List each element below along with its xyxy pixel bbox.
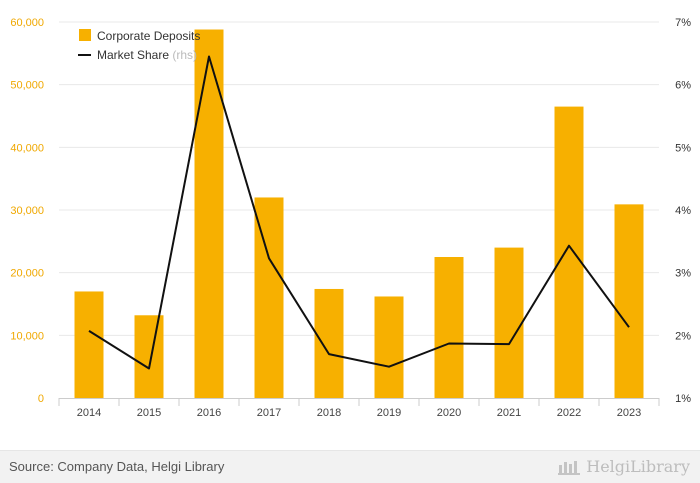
x-axis-tick-label: 2014 <box>77 407 101 419</box>
bar <box>74 291 104 398</box>
left-axis-tick-label: 60,000 <box>10 17 44 29</box>
brand-logo: HelgiLibrary <box>558 457 690 476</box>
legend-rhs-suffix: (rhs) <box>172 48 197 62</box>
library-icon <box>558 460 581 475</box>
x-axis-tick-label: 2016 <box>197 407 221 419</box>
left-axis-tick-label: 0 <box>38 393 44 405</box>
right-axis-tick-label: 3% <box>675 268 691 280</box>
footer: Source: Company Data, Helgi Library Helg… <box>0 450 700 483</box>
chart-svg: 0 10,000 20,000 30,000 40,000 50,000 60,000 1% 2… <box>10 17 691 419</box>
bar <box>374 296 404 398</box>
left-axis-tick-label: 40,000 <box>10 142 44 154</box>
right-axis-tick-label: 5% <box>675 142 691 154</box>
left-axis-tick-label: 50,000 <box>10 80 44 92</box>
bar <box>614 204 644 398</box>
x-axis-tick-label: 2019 <box>377 407 401 419</box>
x-axis-tick-label: 2023 <box>617 407 641 419</box>
market-share-line <box>88 55 630 370</box>
source-note: Source: Company Data, Helgi Library <box>9 459 225 474</box>
bar <box>134 315 164 398</box>
right-axis-tick-label: 7% <box>675 17 691 29</box>
legend-label-market-share: Market Share (rhs) <box>97 48 197 62</box>
bar <box>194 29 224 399</box>
left-axis-tick-label: 30,000 <box>10 205 44 217</box>
x-axis-tick-label: 2022 <box>557 407 581 419</box>
legend-bar-swatch <box>79 29 91 41</box>
right-axis-tick-label: 2% <box>675 330 691 342</box>
right-axis-tick-label: 4% <box>675 205 691 217</box>
bar <box>254 197 284 398</box>
chart: 0 10,000 20,000 30,000 40,000 50,000 60,000 1% 2… <box>10 17 691 419</box>
x-axis-tick-label: 2017 <box>257 407 281 419</box>
bar <box>434 257 464 398</box>
left-axis-tick-label: 10,000 <box>10 330 44 342</box>
right-axis-tick-label: 6% <box>675 80 691 92</box>
x-axis-tick-label: 2018 <box>317 407 341 419</box>
bar <box>554 106 584 398</box>
x-axis-tick-label: 2021 <box>497 407 521 419</box>
left-axis-tick-label: 20,000 <box>10 268 44 280</box>
brand-name: HelgiLibrary <box>586 457 690 476</box>
x-axis-tick-label: 2020 <box>437 407 461 419</box>
legend-label-corporate-deposits: Corporate Deposits <box>97 29 200 43</box>
bar <box>494 247 524 398</box>
x-axis-tick-label: 2015 <box>137 407 161 419</box>
bar <box>314 288 344 398</box>
right-axis-tick-label: 1% <box>675 393 691 405</box>
